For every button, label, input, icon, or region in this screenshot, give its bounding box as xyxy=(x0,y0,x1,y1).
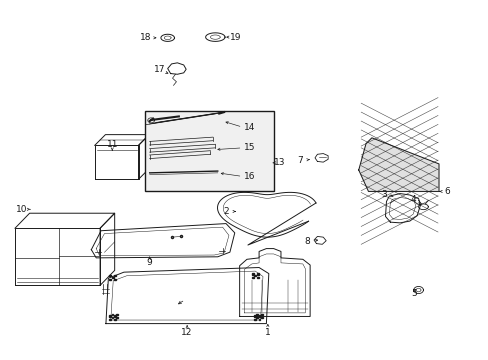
Text: 12: 12 xyxy=(181,328,192,337)
Text: 9: 9 xyxy=(146,258,152,267)
Text: 7: 7 xyxy=(297,156,303,165)
Bar xyxy=(258,319,260,320)
Bar xyxy=(260,317,262,319)
Text: 1: 1 xyxy=(264,328,270,337)
Bar xyxy=(111,317,113,319)
Bar xyxy=(256,317,258,319)
Bar xyxy=(116,314,118,315)
Text: 5: 5 xyxy=(410,289,416,298)
Text: 3: 3 xyxy=(381,190,386,199)
Text: 16: 16 xyxy=(243,172,255,181)
Text: 17: 17 xyxy=(153,66,165,75)
Text: 2: 2 xyxy=(223,207,228,216)
Text: 4: 4 xyxy=(410,195,416,204)
Text: 19: 19 xyxy=(229,33,241,42)
Bar xyxy=(260,314,262,315)
FancyBboxPatch shape xyxy=(144,111,273,192)
Polygon shape xyxy=(358,138,438,192)
Text: 18: 18 xyxy=(139,33,151,42)
Bar xyxy=(114,319,115,320)
Text: 6: 6 xyxy=(444,187,450,196)
Bar xyxy=(114,279,116,280)
Bar xyxy=(109,315,111,317)
Text: 15: 15 xyxy=(243,143,255,152)
Bar xyxy=(116,317,118,319)
Bar xyxy=(109,275,111,276)
Bar xyxy=(254,315,256,317)
Bar xyxy=(251,277,253,278)
Bar xyxy=(256,277,258,278)
Bar xyxy=(111,314,113,315)
Bar xyxy=(256,273,258,275)
Bar xyxy=(256,314,258,315)
Bar xyxy=(114,315,115,317)
Bar xyxy=(114,275,116,276)
Text: 8: 8 xyxy=(304,237,310,246)
Bar xyxy=(254,319,256,320)
Text: 11: 11 xyxy=(106,140,118,149)
Bar xyxy=(112,277,114,278)
Text: 14: 14 xyxy=(243,123,254,132)
Bar xyxy=(254,275,256,276)
Text: 13: 13 xyxy=(273,158,285,167)
Text: 10: 10 xyxy=(16,205,27,214)
Bar xyxy=(258,315,260,317)
Bar xyxy=(109,279,111,280)
Bar xyxy=(109,319,111,320)
Bar xyxy=(251,273,253,275)
